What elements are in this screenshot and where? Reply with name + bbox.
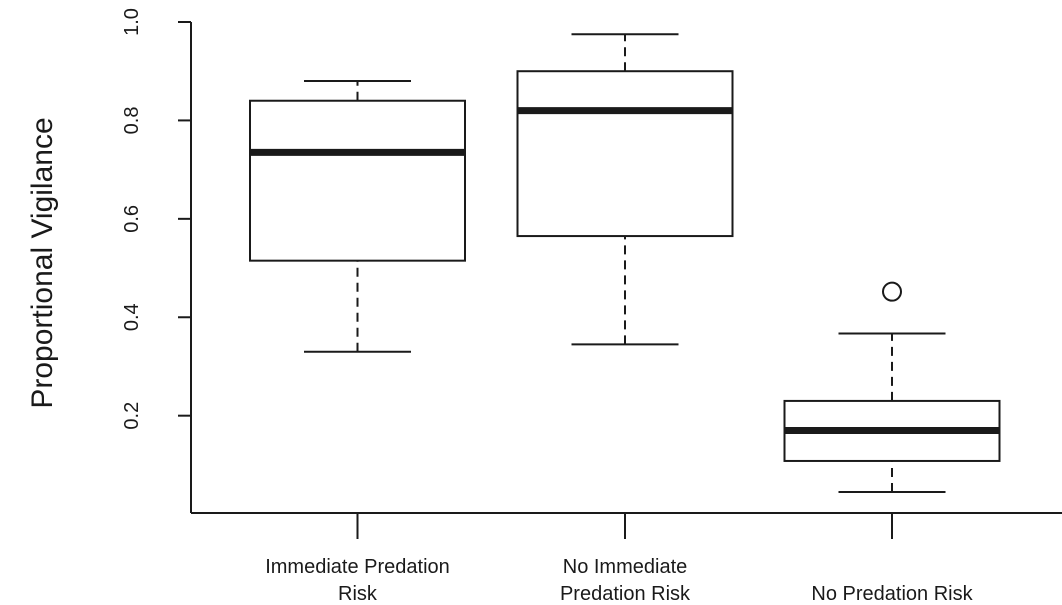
- outlier-point: [882, 281, 902, 302]
- boxes: [249, 33, 1001, 493]
- iqr-box: [516, 70, 734, 238]
- y-axis: 0.2 0.4 0.6 0.8 1.0: [121, 8, 192, 513]
- box-group: [516, 33, 734, 346]
- x-category-label-line: Risk: [338, 583, 378, 605]
- y-tick-label: 0.4: [121, 303, 143, 331]
- box-group: [249, 80, 466, 353]
- x-category-label-line: No Predation Risk: [811, 583, 973, 605]
- x-category-label: No Predation Risk: [811, 583, 973, 605]
- x-category-label-line: Predation Risk: [560, 583, 691, 605]
- iqr-box: [249, 99, 466, 262]
- y-tick-label: 0.2: [121, 402, 143, 430]
- y-axis-title: Proportional Vigilance: [26, 117, 59, 408]
- x-category-label: No Immediate Predation Risk: [560, 556, 691, 605]
- y-tick-label: 1.0: [121, 8, 143, 36]
- x-category-label-line: Immediate Predation: [265, 556, 450, 578]
- box-group: [783, 281, 1001, 493]
- x-category-label-line: No Immediate: [563, 556, 688, 578]
- y-tick-label: 0.6: [121, 205, 143, 233]
- y-tick-label: 0.8: [121, 107, 143, 135]
- x-category-label: Immediate Predation Risk: [265, 556, 450, 605]
- x-axis: Immediate Predation Risk No Immediate Preda…: [191, 512, 1062, 605]
